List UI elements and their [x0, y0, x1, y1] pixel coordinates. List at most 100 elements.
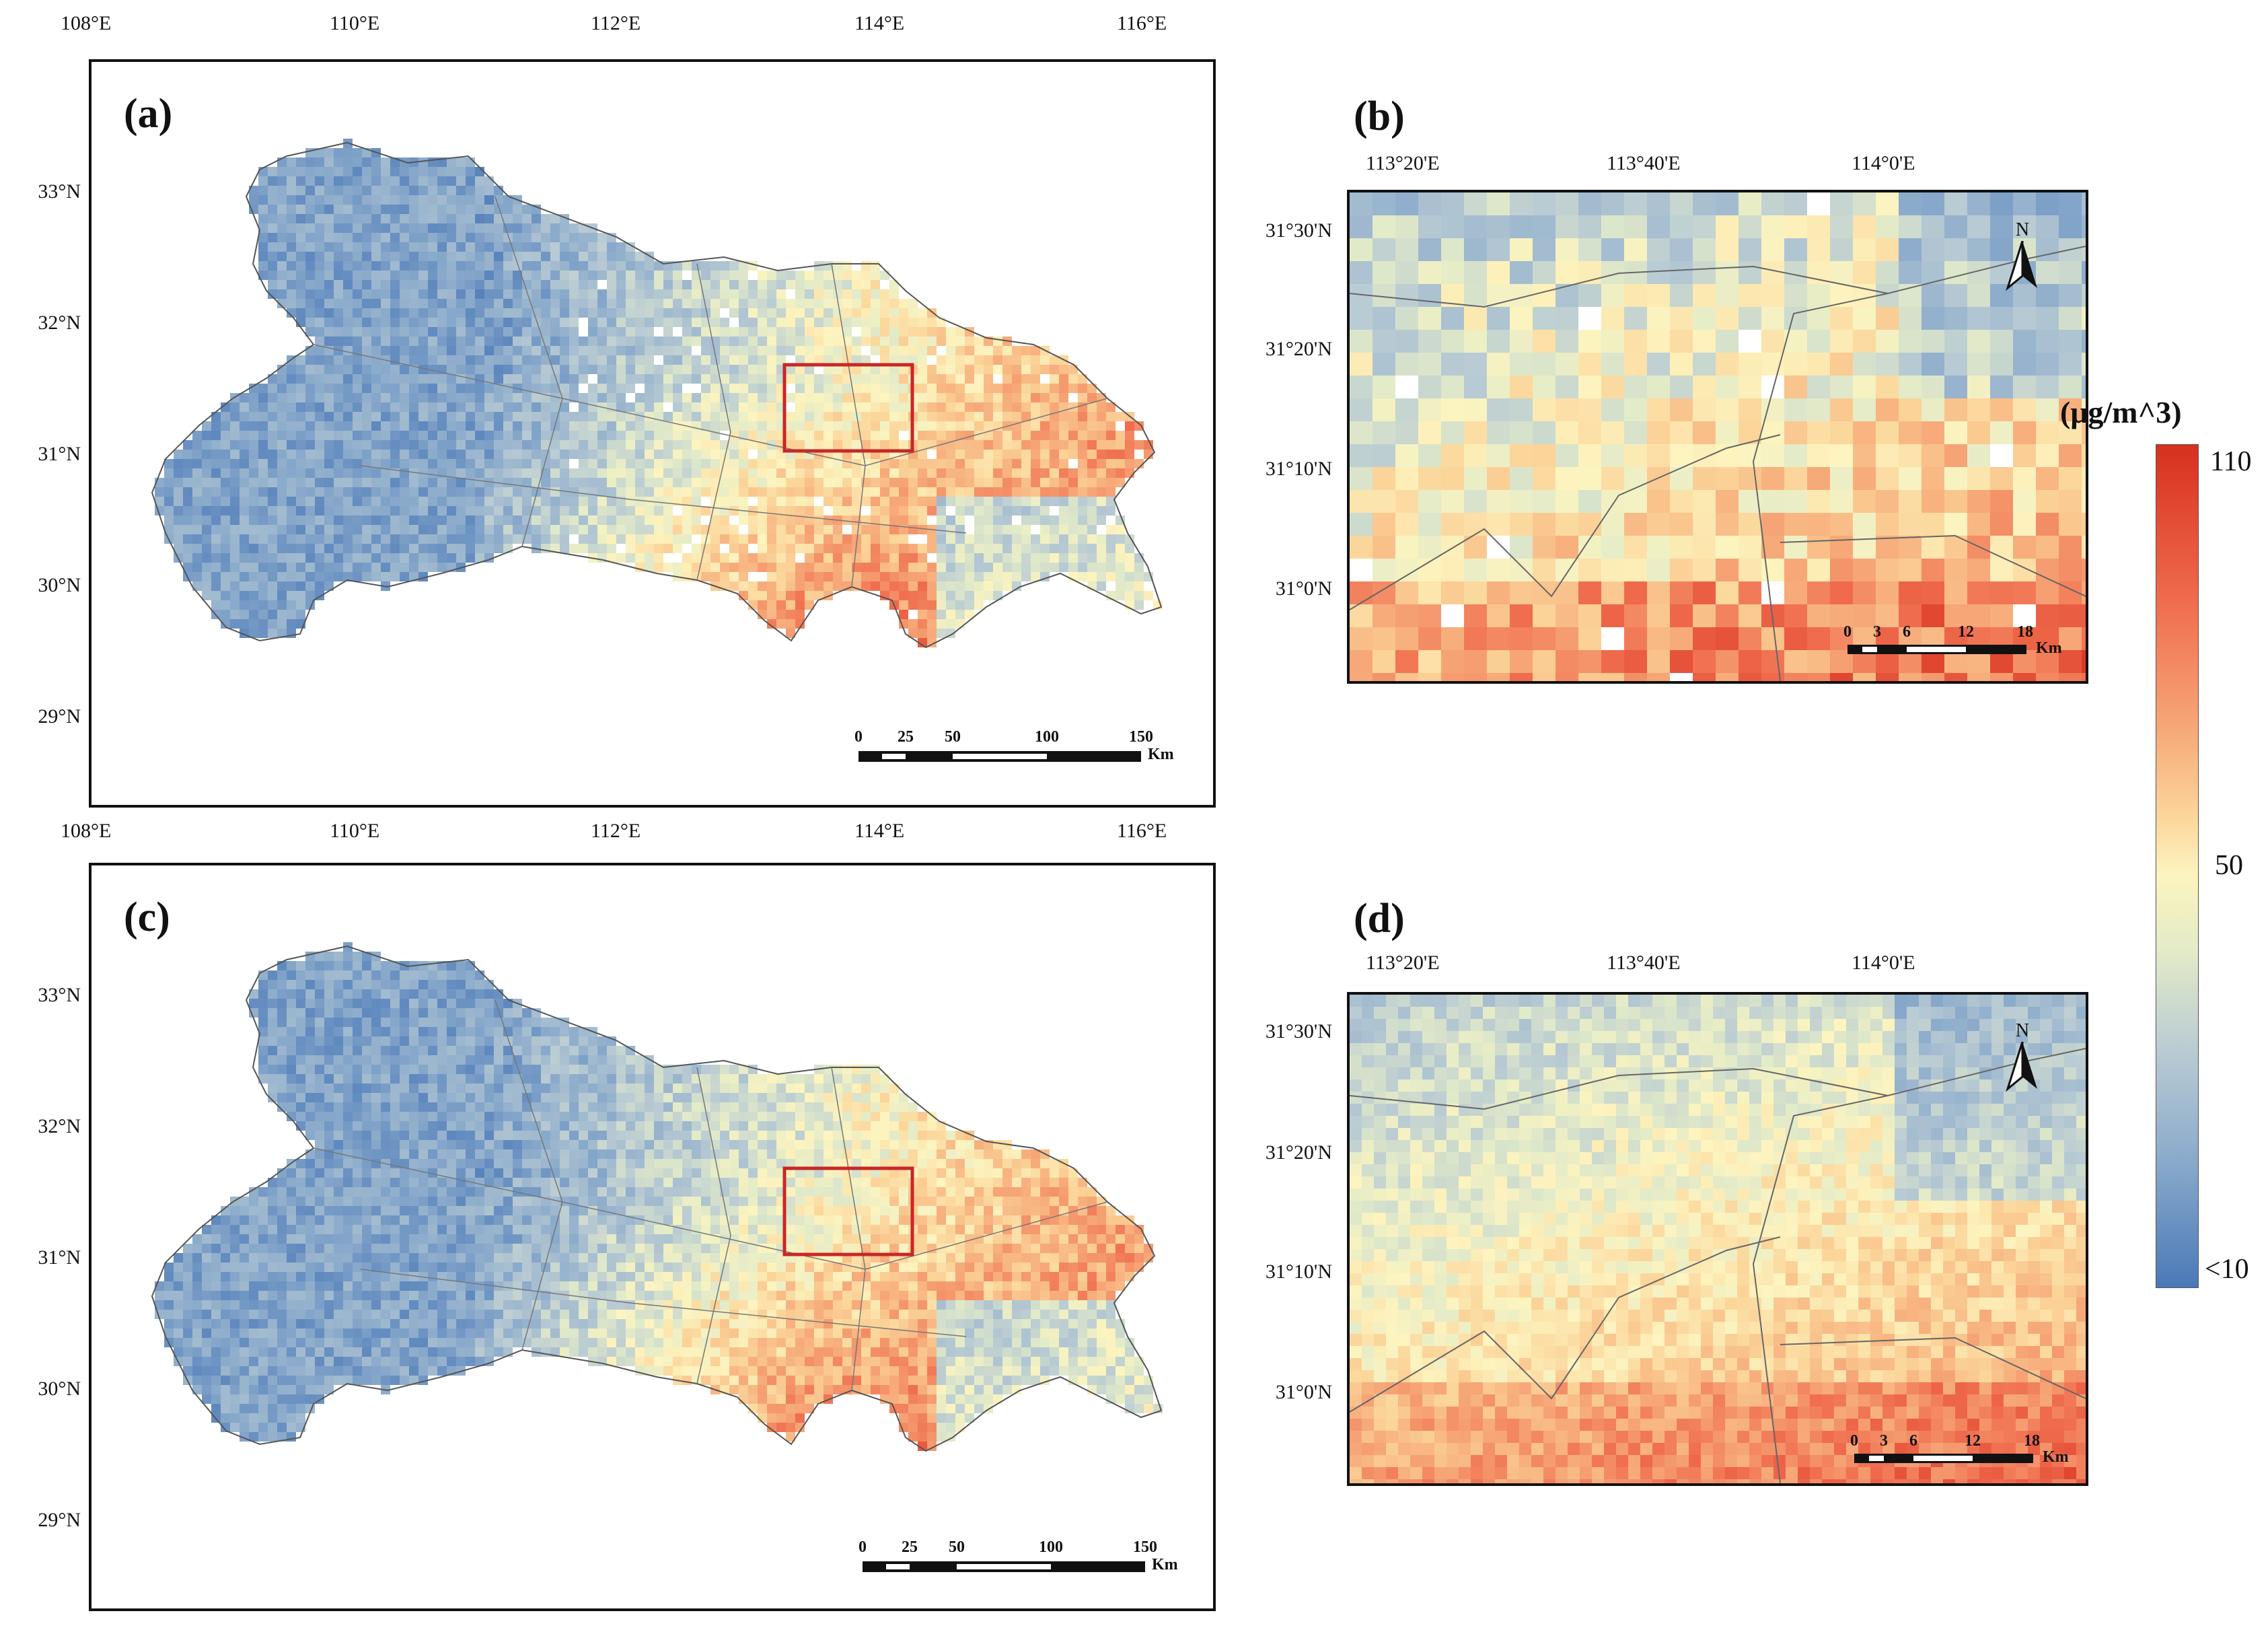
raster-cell [795, 1168, 805, 1178]
raster-cell [560, 516, 569, 525]
raster-cell [710, 1093, 720, 1102]
raster-cell [447, 327, 456, 336]
raster-cell [428, 497, 437, 506]
raster-cell [400, 299, 409, 308]
raster-cell [560, 1093, 569, 1102]
raster-cell [258, 610, 268, 619]
raster-cell [833, 1159, 842, 1168]
raster-cell [324, 516, 334, 525]
raster-cell [381, 167, 390, 176]
raster-cell [400, 280, 409, 289]
raster-cell [466, 1131, 475, 1140]
raster-cell [889, 289, 899, 299]
raster-cell [861, 553, 871, 563]
raster-cell [362, 1140, 371, 1149]
raster-cell [324, 478, 334, 487]
raster-cell [635, 1093, 645, 1102]
raster-cell [984, 1197, 993, 1206]
raster-cell [842, 544, 852, 553]
raster-cell [343, 572, 353, 581]
raster-cell [767, 544, 776, 553]
raster-cell [390, 336, 400, 346]
raster-cell [484, 252, 494, 261]
raster-cell [513, 468, 522, 478]
raster-cell [786, 1121, 795, 1131]
raster-cell [786, 468, 795, 478]
raster-cell [221, 431, 230, 440]
raster-cell [221, 450, 230, 459]
raster-cell [466, 205, 475, 214]
raster-cell [532, 497, 541, 506]
raster-cell [927, 1121, 937, 1131]
raster-cell [588, 393, 597, 402]
raster-cell [287, 487, 296, 497]
raster-cell [409, 516, 418, 525]
raster-cell [908, 459, 918, 468]
raster-cell [494, 516, 503, 525]
raster-cell [484, 1168, 494, 1178]
raster-cell [880, 497, 889, 506]
raster-cell [889, 299, 899, 308]
raster-cell [268, 487, 277, 497]
raster-cell [645, 402, 654, 412]
raster-cell [965, 412, 974, 421]
raster-cell [296, 980, 305, 989]
raster-cell [682, 289, 692, 299]
raster-cell [1087, 516, 1097, 525]
raster-cell [1040, 365, 1050, 374]
raster-cell [918, 412, 927, 421]
raster-cell [805, 572, 814, 581]
raster-cell [692, 1102, 701, 1112]
raster-cell [776, 1121, 786, 1131]
raster-cell [692, 1121, 701, 1131]
raster-cell [748, 581, 758, 591]
raster-cell [1059, 450, 1068, 459]
raster-cell [381, 497, 390, 506]
raster-cell [1106, 440, 1115, 450]
raster-cell [908, 299, 918, 308]
raster-cell [221, 572, 230, 581]
raster-cell [748, 1159, 758, 1168]
raster-cell [899, 440, 908, 450]
raster-cell [550, 1093, 560, 1102]
raster-cell [1040, 1178, 1050, 1187]
raster-cell [729, 581, 739, 591]
raster-cell [362, 1065, 371, 1074]
raster-cell [343, 1036, 353, 1046]
raster-cell [682, 450, 692, 459]
raster-cell [437, 999, 447, 1008]
raster-cell [315, 534, 324, 544]
raster-cell [588, 261, 597, 271]
raster-cell [287, 1206, 296, 1215]
raster-cell [550, 374, 560, 384]
raster-cell [993, 1149, 1002, 1159]
raster-cell [362, 1178, 371, 1187]
raster-cell [513, 497, 522, 506]
raster-cell [324, 1178, 334, 1187]
raster-cell [776, 516, 786, 525]
raster-cell [192, 534, 202, 544]
raster-cell [268, 980, 277, 989]
raster-cell [466, 176, 475, 186]
raster-cell [739, 581, 748, 591]
raster-cell [748, 318, 758, 327]
raster-cell [381, 402, 390, 412]
raster-cell [776, 610, 786, 619]
raster-cell [334, 157, 343, 167]
raster-cell [1068, 1187, 1078, 1197]
raster-cell [569, 280, 579, 289]
raster-cell [418, 384, 428, 393]
raster-cell [296, 355, 305, 365]
raster-cell [663, 327, 673, 336]
raster-cell [1050, 355, 1059, 365]
raster-cell [353, 195, 362, 205]
raster-cell [381, 299, 390, 308]
raster-cell [1144, 440, 1153, 450]
raster-cell [240, 534, 249, 544]
raster-cell [362, 195, 371, 205]
raster-cell [908, 600, 918, 610]
raster-cell [315, 271, 324, 280]
raster-cell [701, 544, 710, 553]
raster-cell [984, 497, 993, 506]
raster-cell [1087, 544, 1097, 553]
